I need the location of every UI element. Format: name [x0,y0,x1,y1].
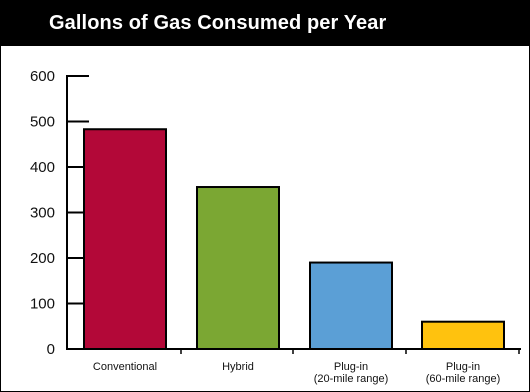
x-tick-label: Hybrid [222,361,254,373]
bar [83,128,167,350]
bar [196,186,280,350]
x-tick-label: (60-mile range) [426,373,501,385]
y-tick-label: 300 [30,205,55,222]
x-tick-label: Plug-in [334,361,368,373]
bar [421,320,505,351]
x-tick-label: Conventional [93,361,157,373]
chart-title: Gallons of Gas Consumed per Year [49,12,387,34]
bar [309,261,393,350]
x-tick-label: (20-mile range) [314,373,389,385]
y-tick-label: 200 [30,250,55,267]
y-tick-label: 400 [30,159,55,176]
y-tick-label: 500 [30,114,55,131]
x-tick-label: Plug-in [446,361,480,373]
y-tick-label: 100 [30,296,55,313]
y-tick-label: 600 [30,68,55,85]
y-tick-label: 0 [47,341,55,358]
chart-title-bar: Gallons of Gas Consumed per Year [1,1,529,46]
